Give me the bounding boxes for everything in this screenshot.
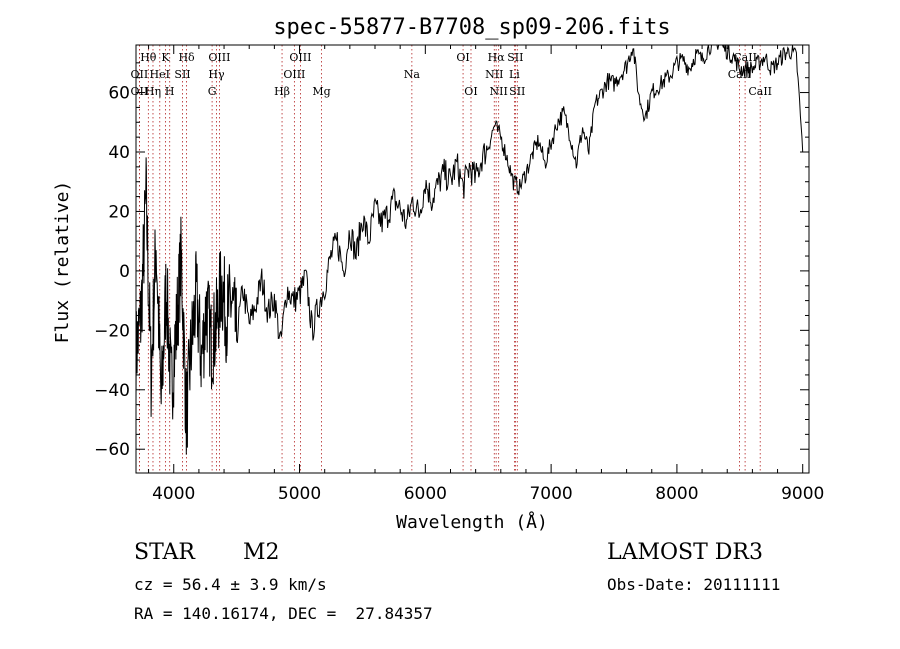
y-tick-label-0: 0 [119,262,130,282]
line-label-16: Na [404,68,421,81]
x-tick-label-5000: 5000 [278,484,321,504]
x-tick-label-4000: 4000 [152,484,195,504]
line-label-17: OI [456,51,469,64]
line-label-5: HeI [150,68,170,81]
line-label-26: CaII [733,51,757,64]
x-tick-label-7000: 7000 [529,484,572,504]
y-tick-label-20: 20 [108,202,130,222]
observation-date: Obs-Date: 20111111 [607,575,781,594]
x-axis-label: Wavelength (Å) [396,511,548,533]
x-tick-label-6000: 6000 [404,484,447,504]
plot-frame [135,44,810,474]
line-label-20: NII [485,68,503,81]
line-label-9: OIII [208,51,230,64]
redshift-cz: cz = 56.4 ± 3.9 km/s [134,575,327,594]
line-label-11: G [208,85,217,98]
line-label-10: Hγ [208,68,225,81]
object-subclass: M2 [243,540,280,565]
x-tick-label-9000: 9000 [781,484,824,504]
line-label-7: Hδ [178,51,195,64]
line-label-27: CaII [748,85,772,98]
chart-title: spec-55877-B7708_sp09-206.fits [273,15,670,40]
line-label-24: SII [509,85,525,98]
line-label-22: SII [507,51,523,64]
line-label-14: OIII [289,51,311,64]
survey-name: LAMOST DR3 [607,540,763,565]
spectrum-series [135,44,804,455]
line-label-25: CaII [728,68,752,81]
line-label-0: Hθ [140,51,157,64]
line-label-13: OIII [283,68,305,81]
line-label-4: K [161,51,170,64]
x-tick-label-8000: 8000 [655,484,698,504]
line-label-19: Hα [488,51,506,64]
line-label-12: Hβ [274,85,290,98]
y-tick-label--60: −60 [94,440,130,460]
y-tick-label-40: 40 [108,143,130,163]
ra-dec-coordinates: RA = 140.16174, DEC = 27.84357 [134,604,433,623]
spectrum-chart: spec-55877-B7708_sp09-206.fits 4000 5000 6… [52,15,824,533]
line-label-18: OI [464,85,477,98]
line-label-15: Mg [312,85,330,98]
y-tick-label--20: −20 [94,321,130,341]
y-tick-label-60: 60 [108,84,130,104]
y-axis-label: Flux (relative) [52,181,73,344]
object-class: STAR [134,540,195,565]
y-tick-label--40: −40 [94,381,130,401]
line-label-2: OII [131,85,149,98]
line-label-6: H [165,85,175,98]
line-label-3: Hη [145,85,161,98]
line-label-8: SII [174,68,190,81]
line-label-23: Li [509,68,520,81]
line-label-1: OII [131,68,149,81]
line-label-21: NII [490,85,508,98]
